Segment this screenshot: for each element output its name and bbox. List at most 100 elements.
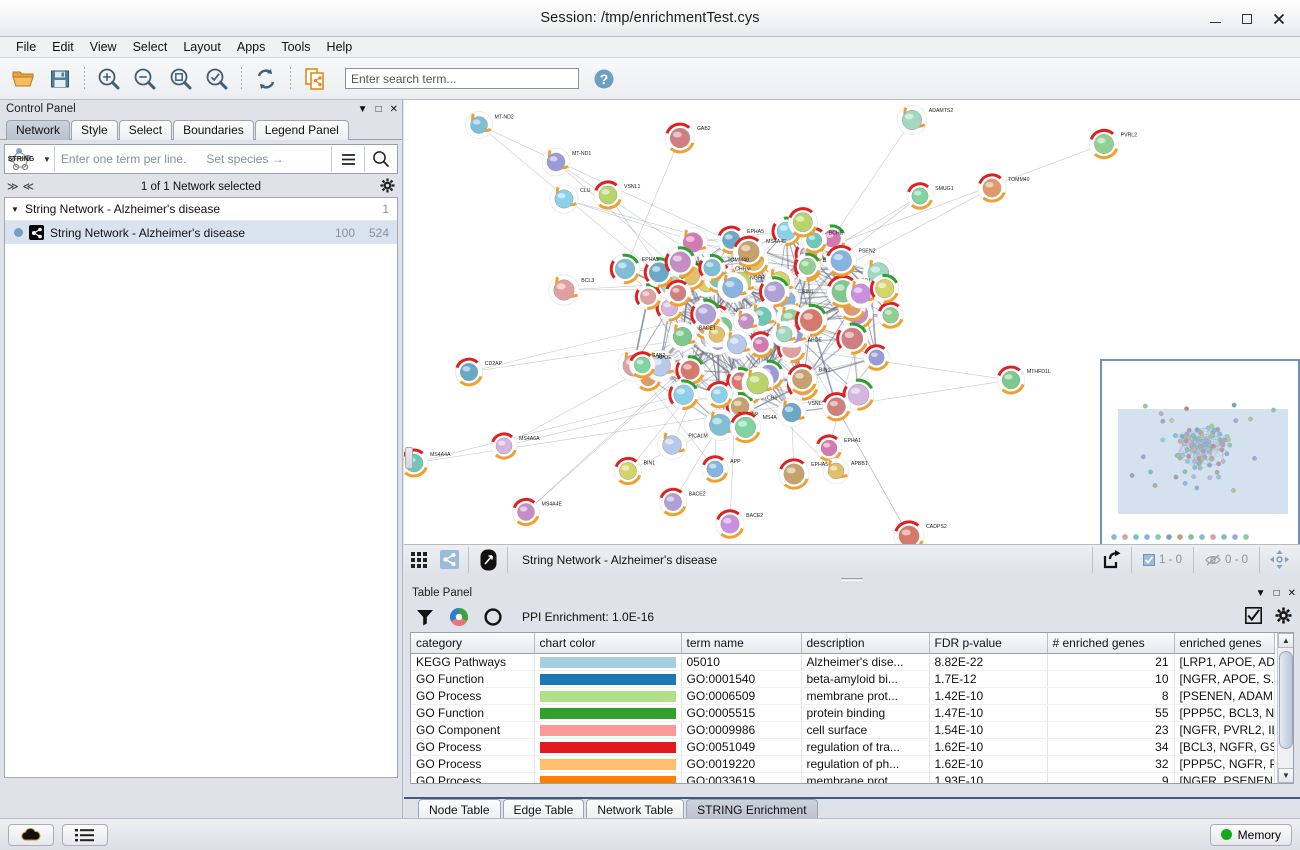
network-node[interactable]: APOE — [628, 351, 672, 379]
network-node[interactable] — [759, 276, 790, 308]
control-panel-close-button[interactable]: ✕ — [389, 103, 398, 115]
grid-view-button[interactable] — [404, 546, 434, 574]
network-tree-root-row[interactable]: ▼ String Network - Alzheimer's disease 1 — [5, 198, 397, 221]
horizontal-splitter[interactable] — [404, 574, 1300, 584]
table-vertical-scrollbar[interactable]: ▲ ▼ — [1277, 633, 1293, 783]
table-row[interactable]: GO Process GO:0006509 membrane prot... 1.42… — [411, 687, 1275, 705]
network-node[interactable] — [822, 392, 851, 422]
save-session-button[interactable] — [42, 62, 78, 96]
minimize-button[interactable] — [1200, 5, 1230, 33]
tab-edge-table[interactable]: Edge Table — [502, 799, 585, 821]
tab-style[interactable]: Style — [71, 120, 118, 140]
network-node[interactable]: MS4A4E — [512, 498, 563, 526]
table-row[interactable]: GO Process GO:0019220 regulation of ph... 1… — [411, 755, 1275, 773]
network-node[interactable]: VSNL1 — [593, 180, 641, 210]
network-node[interactable]: PSEN2 — [825, 245, 876, 277]
zoom-fit-button[interactable] — [163, 62, 199, 96]
enrichment-table-wrapper[interactable]: category chart color term name descripti… — [410, 632, 1294, 784]
network-node[interactable] — [741, 366, 774, 400]
network-graph[interactable]: NGFRAPOECYP19A1BIN1BACE1EPHA5NOTCH1CR1TA… — [404, 100, 1300, 574]
network-node[interactable]: IDE — [634, 283, 672, 310]
zoom-selected-button[interactable] — [199, 62, 235, 96]
menu-view[interactable]: View — [89, 40, 117, 54]
column-header-category[interactable]: category — [411, 633, 535, 654]
column-header-description[interactable]: description — [801, 633, 930, 654]
select-all-button[interactable] — [1245, 607, 1262, 627]
close-button[interactable] — [1264, 5, 1294, 33]
menu-help[interactable]: Help — [326, 40, 353, 54]
tab-boundaries[interactable]: Boundaries — [173, 120, 254, 140]
table-panel-float-button[interactable]: □ — [1273, 587, 1280, 599]
tab-legend-panel[interactable]: Legend Panel — [254, 120, 349, 140]
network-node[interactable]: GAB2 — [664, 122, 711, 154]
table-row[interactable]: GO Process GO:0033619 membrane prot... 1.93… — [411, 772, 1275, 783]
tab-string-enrichment[interactable]: STRING Enrichment — [686, 799, 818, 821]
annotation-tool-button[interactable] — [473, 546, 503, 574]
network-node[interactable]: VSNL1 — [776, 397, 825, 428]
menu-edit[interactable]: Edit — [52, 40, 74, 54]
network-node[interactable]: BACE1 — [667, 321, 716, 352]
table-row[interactable]: GO Process GO:0051049 regulation of tra...… — [411, 738, 1275, 756]
tab-network[interactable]: Network — [6, 120, 71, 140]
network-node[interactable] — [664, 246, 696, 278]
network-overview-panel[interactable] — [1100, 359, 1300, 557]
network-node[interactable] — [877, 301, 904, 329]
network-node[interactable]: PICALM — [657, 430, 708, 460]
refresh-button[interactable] — [248, 62, 284, 96]
network-node[interactable] — [845, 278, 876, 309]
network-node[interactable]: CADPS2 — [893, 520, 947, 552]
network-node[interactable]: MT-ND2 — [465, 111, 514, 139]
network-node[interactable]: APP — [701, 455, 741, 483]
network-node[interactable]: EPHA5 — [609, 253, 659, 285]
table-row[interactable]: GO Component GO:0009986 cell surface 1.54E-… — [411, 721, 1275, 739]
menu-layout[interactable]: Layout — [183, 40, 221, 54]
column-header-chart-color[interactable]: chart color — [534, 633, 682, 654]
network-node[interactable] — [690, 298, 722, 330]
overview-viewport-rect[interactable] — [1118, 409, 1288, 514]
network-node[interactable]: SMUG1 — [906, 182, 954, 210]
help-button[interactable]: ? — [592, 67, 616, 91]
network-node[interactable] — [836, 322, 869, 355]
network-node[interactable]: EPHA1 — [815, 434, 861, 462]
donut-chart-button[interactable] — [482, 606, 504, 628]
network-node[interactable] — [722, 329, 752, 360]
network-node[interactable] — [675, 355, 705, 385]
open-session-button[interactable] — [6, 62, 42, 96]
collapse-all-button[interactable]: ≫ — [7, 181, 19, 193]
column-header-enriched-count[interactable]: # enriched genes — [1047, 633, 1175, 654]
search-input[interactable]: Enter search term... — [345, 68, 579, 89]
network-view-button[interactable] — [434, 546, 464, 574]
chart-color-button[interactable] — [448, 606, 470, 628]
table-row[interactable]: GO Function GO:0001540 beta-amyloid bi... 1… — [411, 670, 1275, 688]
table-row[interactable]: KEGG Pathways 05010 Alzheimer's dise... 8.8… — [411, 653, 1275, 671]
network-node[interactable] — [863, 344, 890, 371]
share-network-button[interactable] — [297, 62, 333, 96]
string-dropdown-caret[interactable]: ▼ — [43, 154, 51, 164]
panel-splitter-handle[interactable] — [405, 447, 413, 469]
string-search-button[interactable] — [365, 145, 397, 173]
network-node[interactable]: MTHFD1L — [996, 365, 1051, 395]
network-node[interactable]: MS4A6A — [490, 432, 540, 460]
expand-triangle-icon[interactable]: ▼ — [11, 204, 19, 214]
tab-select[interactable]: Select — [118, 120, 173, 140]
filter-button[interactable] — [414, 606, 436, 628]
network-node[interactable] — [668, 379, 699, 410]
string-logo[interactable]: STRING — [5, 145, 43, 173]
menu-apps[interactable]: Apps — [236, 40, 266, 54]
zoom-in-button[interactable] — [91, 62, 127, 96]
network-node[interactable]: TOMM40 — [977, 173, 1030, 203]
network-node[interactable]: CD2AP — [454, 357, 503, 387]
scroll-thumb[interactable] — [1279, 651, 1293, 749]
expand-all-button[interactable]: ≪ — [22, 181, 35, 193]
hidden-count-group[interactable]: 0 - 0 — [1198, 554, 1255, 566]
table-settings-button[interactable] — [1275, 607, 1292, 627]
network-node[interactable] — [770, 320, 798, 348]
network-node[interactable]: MS4A — [729, 411, 777, 444]
network-node[interactable] — [869, 273, 900, 304]
network-node[interactable] — [733, 308, 760, 335]
network-settings-button[interactable] — [380, 178, 395, 196]
zoom-out-button[interactable] — [127, 62, 163, 96]
network-node[interactable]: APBB1 — [822, 457, 868, 485]
menu-file[interactable]: File — [16, 40, 37, 54]
fit-content-button[interactable] — [1264, 546, 1294, 574]
